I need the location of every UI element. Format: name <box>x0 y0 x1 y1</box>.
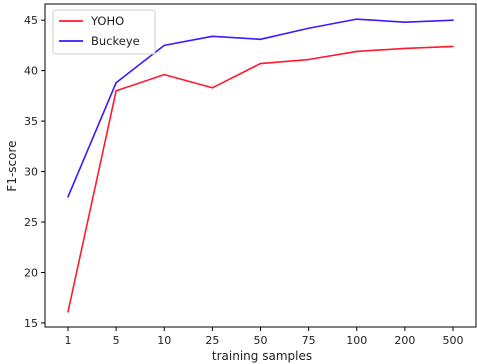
x-tick-label: 75 <box>302 334 316 347</box>
legend-label-yoho: YOHO <box>90 14 124 28</box>
x-tick-label: 500 <box>443 334 464 347</box>
data-point-buckeye <box>307 27 310 30</box>
data-point-buckeye <box>67 195 69 198</box>
data-point-yoho <box>115 90 117 92</box>
data-point-buckeye <box>163 44 166 47</box>
legend-label-buckeye: Buckeye <box>91 34 140 48</box>
x-axis: 1 5 10 25 50 75 100 200 500 <box>65 327 464 347</box>
y-axis: 15 20 25 30 35 40 45 <box>24 14 45 330</box>
x-tick-label: 50 <box>254 334 268 347</box>
data-point-buckeye <box>259 38 262 41</box>
x-tick-label: 100 <box>346 334 367 347</box>
x-tick-label: 10 <box>157 334 171 347</box>
data-point-buckeye <box>452 19 454 21</box>
data-point-buckeye <box>115 81 117 84</box>
data-point-yoho <box>67 311 69 313</box>
x-axis-label: training samples <box>212 349 312 363</box>
data-point-yoho <box>307 58 310 61</box>
data-point-buckeye <box>355 18 358 20</box>
data-point-buckeye <box>211 35 214 38</box>
data-point-buckeye <box>404 21 406 23</box>
x-tick-label: 200 <box>394 334 415 347</box>
series-layer <box>67 18 454 313</box>
data-point-yoho <box>404 47 406 50</box>
data-point-yoho <box>452 45 454 48</box>
y-tick-label: 15 <box>24 317 38 330</box>
data-point-yoho <box>259 62 262 65</box>
y-tick-label: 25 <box>24 216 38 229</box>
data-point-yoho <box>211 86 214 89</box>
legend: YOHO Buckeye <box>52 9 156 55</box>
y-tick-label: 45 <box>24 14 38 27</box>
data-point-yoho <box>163 73 166 76</box>
y-tick-label: 30 <box>24 166 38 179</box>
y-tick-label: 35 <box>24 115 38 128</box>
x-tick-label: 5 <box>113 334 120 347</box>
x-tick-label: 1 <box>65 334 72 347</box>
x-tick-label: 25 <box>205 334 219 347</box>
y-axis-label: F1-score <box>5 140 19 191</box>
y-tick-label: 20 <box>24 266 38 279</box>
y-tick-label: 40 <box>24 65 38 78</box>
data-point-yoho <box>355 50 358 53</box>
